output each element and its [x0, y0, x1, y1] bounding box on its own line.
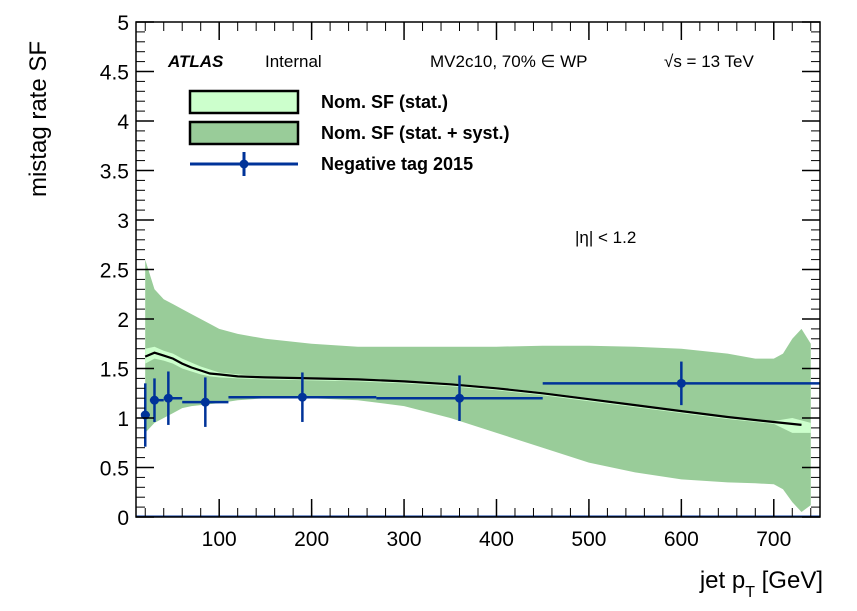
x-tick-label: 400: [479, 528, 514, 551]
axis-ticks: 0 0.5 1 1.5 2 2.5 3 3.5 4 4.5 5 100 200 300 400 500 600 7…: [100, 12, 820, 551]
x-axis-label: jet pT [GeV]: [699, 567, 823, 601]
data-point: [163, 393, 173, 403]
legend-swatch-points-marker: [239, 159, 249, 169]
data-point: [200, 397, 210, 407]
nominal-sf-line: [144, 351, 802, 426]
y-tick-label: 4.5: [100, 62, 129, 85]
y-tick-label: 0: [117, 507, 129, 530]
atlas-label: ATLAS: [167, 52, 224, 71]
legend-swatch-stat: [188, 89, 300, 115]
x-axis-label-main: jet p: [699, 567, 745, 594]
tagger-label: MV2c10, 70% ∈ WP: [430, 52, 587, 71]
legend-label-syst: Nom. SF (stat. + syst.): [321, 123, 510, 143]
y-tick-label: 1: [117, 408, 129, 431]
plot-area: [136, 259, 820, 517]
y-tick-label: 2.5: [100, 260, 129, 283]
x-tick-label: 300: [387, 528, 422, 551]
data-point: [676, 378, 686, 388]
x-axis-label-unit: [GeV]: [755, 567, 823, 594]
y-tick-label: 2: [117, 309, 129, 332]
data-point: [455, 393, 465, 403]
x-tick-label: 600: [664, 528, 699, 551]
x-tick-label: 700: [756, 528, 791, 551]
y-tick-label: 4: [117, 111, 129, 134]
y-tick-label: 0.5: [100, 458, 129, 481]
legend-swatch-syst: [188, 120, 300, 146]
data-point: [149, 395, 159, 405]
y-tick-label: 3: [117, 210, 129, 233]
x-tick-label: 500: [571, 528, 606, 551]
x-tick-label: 200: [294, 528, 329, 551]
x-axis-label-sub: T: [745, 584, 755, 601]
plot-content: [136, 259, 820, 517]
energy-label: √s = 13 TeV: [664, 52, 754, 71]
y-tick-label: 1.5: [100, 359, 129, 382]
legend-label-stat: Nom. SF (stat.): [321, 92, 448, 112]
y-tick-label: 3.5: [100, 161, 129, 184]
legend-label-points: Negative tag 2015: [321, 154, 473, 174]
y-tick-label: 5: [117, 12, 129, 35]
data-point: [297, 392, 307, 402]
internal-label: Internal: [265, 52, 322, 71]
eta-region-label: |η| < 1.2: [575, 228, 636, 247]
legend: Nom. SF (stat.) Nom. SF (stat. + syst.) …: [188, 89, 510, 176]
y-axis-label: mistag rate SF: [25, 41, 52, 197]
x-tick-label: 100: [202, 528, 237, 551]
